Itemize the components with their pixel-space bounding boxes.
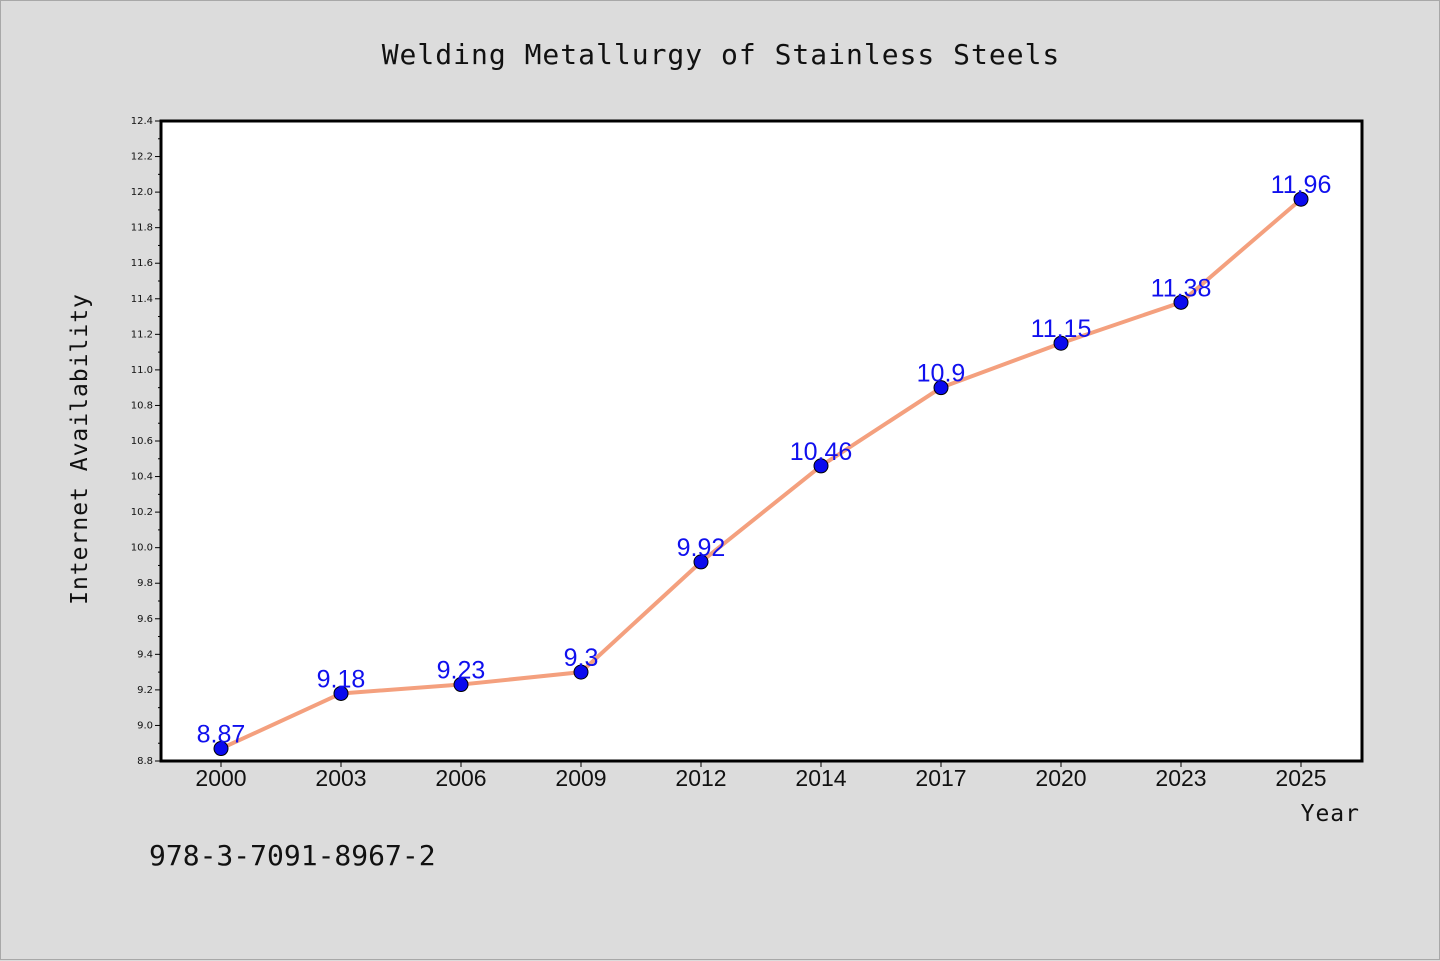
x-tick-label: 2025 <box>1275 765 1326 791</box>
x-tick-label: 2020 <box>1035 765 1086 791</box>
x-tick-label: 2017 <box>915 765 966 791</box>
y-tick-label: 8.8 <box>137 756 153 767</box>
y-tick-label: 11.0 <box>131 365 153 376</box>
x-tick-label: 2012 <box>675 765 726 791</box>
data-label: 11.38 <box>1151 274 1212 302</box>
y-tick-label: 11.6 <box>131 258 153 269</box>
y-tick-label: 11.4 <box>131 294 153 305</box>
data-label: 10.9 <box>917 360 966 388</box>
series-group: 8.87 9.18 9.23 9.3 9.92 10.46 10.9 11.15 11.38 11… <box>197 171 1332 757</box>
data-point <box>573 664 589 680</box>
plot-area <box>159 119 1364 763</box>
data-label: 9.23 <box>437 657 486 685</box>
data-point <box>453 677 469 693</box>
data-point <box>813 458 829 474</box>
y-axis: 8.8 9.0 9.2 9.4 9.6 9.8 10.0 10.2 10.4 10.6 10.8 11… <box>131 116 161 767</box>
y-tick-label: 11.8 <box>131 223 153 234</box>
isbn-text: 978-3-7091-8967-2 <box>149 839 436 872</box>
y-tick-label: 9.2 <box>137 685 153 696</box>
x-tick-label: 2009 <box>555 765 606 791</box>
y-tick-label: 10.2 <box>131 507 153 518</box>
y-tick-label: 10.4 <box>131 472 153 483</box>
data-label: 8.87 <box>197 721 246 749</box>
y-axis-label: Internet Availability <box>67 293 93 605</box>
x-tick-label: 2003 <box>315 765 366 791</box>
y-tick-label: 10.0 <box>131 543 153 554</box>
data-point <box>333 685 349 701</box>
data-point <box>1053 335 1069 351</box>
x-tick-label: 2000 <box>195 765 246 791</box>
y-tick-label: 10.6 <box>131 436 153 447</box>
y-tick-label: 10.8 <box>131 400 153 411</box>
data-label: 9.18 <box>317 665 366 693</box>
y-tick-label: 9.8 <box>137 578 153 589</box>
x-axis: 2000 2003 2006 2009 2012 2014 2017 2020 2023 2025 <box>195 761 1327 791</box>
x-tick-label: 2014 <box>795 765 846 791</box>
y-tick-label: 11.2 <box>131 329 153 340</box>
y-tick-label: 9.0 <box>137 720 153 731</box>
y-tick-label: 12.4 <box>131 116 153 127</box>
data-point <box>1173 294 1189 310</box>
data-point <box>693 554 709 570</box>
data-label: 10.46 <box>790 438 853 466</box>
x-axis-label: Year <box>1301 801 1360 827</box>
x-tick-label: 2006 <box>435 765 486 791</box>
data-label: 9.92 <box>677 534 726 562</box>
y-tick-label: 9.4 <box>137 649 153 660</box>
data-label: 11.15 <box>1031 315 1092 343</box>
y-tick-label: 9.6 <box>137 614 153 625</box>
series-line <box>219 197 1303 751</box>
data-point <box>1293 191 1309 207</box>
data-label: 9.3 <box>564 644 599 672</box>
y-tick-label: 12.0 <box>131 187 153 198</box>
chart-title: Welding Metallurgy of Stainless Steels <box>382 38 1061 71</box>
data-point <box>933 380 949 396</box>
y-tick-label: 12.2 <box>131 152 153 163</box>
data-point <box>213 741 229 757</box>
x-tick-label: 2023 <box>1155 765 1206 791</box>
data-label: 11.96 <box>1271 171 1332 199</box>
